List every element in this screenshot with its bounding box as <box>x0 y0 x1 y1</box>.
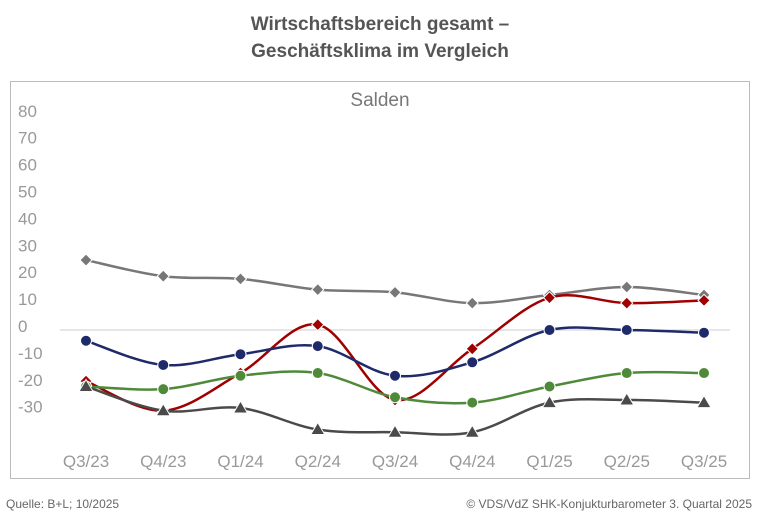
x-tick-label: Q3/24 <box>372 452 418 471</box>
data-point <box>156 269 170 283</box>
chart-title-line1: Wirtschaftsbereich gesamt – <box>250 14 510 35</box>
y-tick-label: -20 <box>18 371 43 390</box>
data-point <box>79 253 93 267</box>
data-point <box>698 326 710 339</box>
x-tick-label: Q4/23 <box>140 452 186 471</box>
data-point <box>465 342 479 356</box>
y-tick-label: -10 <box>18 344 43 363</box>
y-tick-label: 80 <box>18 102 37 121</box>
data-point <box>234 369 247 382</box>
data-point <box>233 272 248 286</box>
data-point <box>78 378 94 392</box>
data-point <box>155 402 172 417</box>
x-tick-label: Q2/24 <box>295 452 341 471</box>
data-point <box>466 356 479 369</box>
data-point <box>543 324 556 336</box>
data-point <box>234 348 247 361</box>
data-point <box>157 383 170 396</box>
x-tick-label: Q1/25 <box>526 452 572 471</box>
data-point <box>389 391 401 404</box>
data-point <box>389 369 401 382</box>
data-point <box>697 293 711 308</box>
data-point <box>80 334 92 347</box>
x-tick-label: Q3/25 <box>681 452 727 471</box>
data-point <box>465 296 479 310</box>
x-tick-label: Q4/24 <box>449 452 495 471</box>
y-tick-label: 70 <box>18 129 37 148</box>
y-tick-label: 0 <box>18 317 27 336</box>
chart-title-line2: Geschäftsklima im Vergleich <box>251 41 509 62</box>
data-point <box>618 391 635 406</box>
source-note: Quelle: B+L; 10/2025 <box>6 497 120 511</box>
data-point <box>620 296 634 310</box>
data-point <box>388 285 402 300</box>
data-point <box>157 358 170 371</box>
data-point <box>311 317 325 332</box>
data-point <box>698 367 710 380</box>
y-tick-label: 50 <box>18 183 37 202</box>
data-point <box>696 394 712 409</box>
data-point <box>620 324 633 336</box>
series-line-2 <box>85 326 705 378</box>
data-point <box>232 400 249 414</box>
data-point <box>309 421 326 436</box>
data-point <box>620 280 634 294</box>
copyright-note: © VDS/VdZ SHK-Konjukturbarometer 3. Quar… <box>466 497 752 511</box>
chart-subtitle: Salden <box>350 90 409 111</box>
x-tick-label: Q1/24 <box>217 452 263 471</box>
data-point <box>311 282 325 297</box>
data-point <box>466 396 479 409</box>
x-tick-label: Q3/23 <box>63 452 109 471</box>
x-tick-label: Q2/25 <box>604 452 650 471</box>
data-point <box>387 424 403 438</box>
data-point <box>543 380 556 393</box>
data-point <box>620 367 633 380</box>
data-point <box>541 394 558 409</box>
y-tick-label: 30 <box>18 236 37 255</box>
data-point <box>311 367 324 380</box>
y-tick-label: -30 <box>18 398 43 417</box>
y-tick-label: 10 <box>18 290 37 309</box>
data-point <box>464 424 481 438</box>
y-tick-label: 40 <box>18 209 37 228</box>
y-tick-label: 20 <box>18 263 37 282</box>
data-point <box>542 291 557 305</box>
y-tick-label: 60 <box>18 156 37 175</box>
data-point <box>311 340 324 353</box>
chart-frame <box>10 81 750 479</box>
